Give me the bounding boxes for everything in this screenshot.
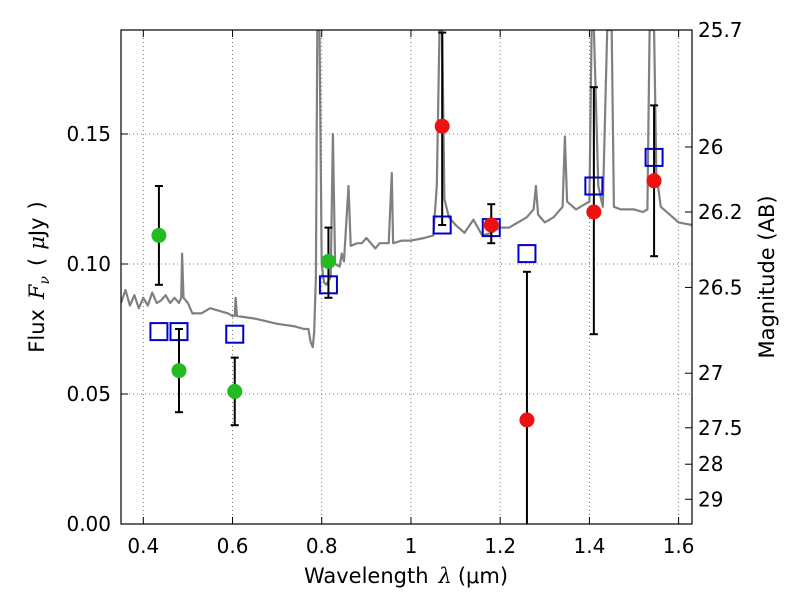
model-photometry-square bbox=[149, 322, 169, 342]
observed-flux-point bbox=[320, 253, 336, 269]
y2-tick-label: 27.5 bbox=[698, 416, 743, 440]
y-tick-label: 0.10 bbox=[66, 252, 111, 276]
observed-flux-point bbox=[586, 204, 602, 220]
plot-area bbox=[121, 30, 692, 524]
y2-tick-label: 25.7 bbox=[698, 18, 743, 42]
observed-flux-point bbox=[483, 217, 499, 233]
x-axis-title: Wavelength λ (μm) bbox=[304, 564, 508, 588]
y-tick-label: 0.00 bbox=[66, 512, 111, 536]
x-tick-label: 1.6 bbox=[663, 534, 695, 558]
y-tick-label: 0.05 bbox=[66, 382, 111, 406]
x-tick-label: 1.4 bbox=[573, 534, 605, 558]
y2-tick-label: 26.2 bbox=[698, 200, 743, 224]
model-photometry-square bbox=[517, 244, 537, 264]
observed-flux-point bbox=[519, 412, 535, 428]
x-tick-label: 0.4 bbox=[127, 534, 159, 558]
y2-axis-title: Magnitude (AB) bbox=[755, 195, 779, 358]
y-tick-label: 0.15 bbox=[66, 122, 111, 146]
x-tick-label: 1 bbox=[405, 534, 418, 558]
axis-ticks: 0.4 0.6 0.8 1 1.2 1.4 1.6 0.00 0.05 0.10 0.15 25.7 2… bbox=[66, 18, 742, 558]
observed-flux-point bbox=[151, 227, 167, 243]
x-tick-label: 0.8 bbox=[306, 534, 338, 558]
observed-flux-point bbox=[646, 173, 662, 189]
y2-tick-label: 26.5 bbox=[698, 275, 743, 299]
observed-flux-point bbox=[171, 363, 187, 379]
y2-tick-label: 28 bbox=[698, 452, 723, 476]
spectrum-line bbox=[121, 30, 692, 349]
x-tick-label: 0.6 bbox=[217, 534, 249, 558]
model-photometry-square bbox=[225, 324, 245, 344]
observed-flux-point bbox=[227, 383, 243, 399]
plot-frame bbox=[120, 29, 693, 525]
y2-tick-label: 29 bbox=[698, 487, 723, 511]
y2-tick-label: 27 bbox=[698, 361, 723, 385]
y-axis-title: FluxFν(μJy) bbox=[25, 201, 53, 352]
y2-tick-label: 26 bbox=[698, 135, 723, 159]
x-tick-label: 1.2 bbox=[484, 534, 516, 558]
observed-flux-point bbox=[434, 118, 450, 134]
